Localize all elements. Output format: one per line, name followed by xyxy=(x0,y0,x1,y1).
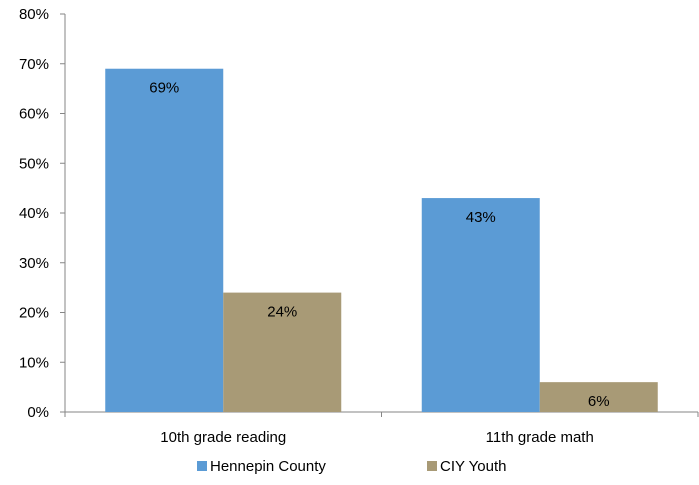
y-tick-label: 20% xyxy=(19,305,49,322)
legend-label: CIY Youth xyxy=(440,458,506,475)
bar-value-label: 24% xyxy=(267,304,297,321)
bar xyxy=(105,68,224,412)
legend-swatch xyxy=(427,461,437,471)
y-axis: 0% 10% 20% 30% 40% 50% 60% 70% 80% xyxy=(19,6,66,421)
x-category-label: 10th grade reading xyxy=(160,429,286,446)
bar xyxy=(223,292,342,412)
y-tick-label: 10% xyxy=(19,354,49,371)
bar xyxy=(421,198,540,412)
legend-swatch xyxy=(197,461,207,471)
bar-value-label: 6% xyxy=(588,393,610,410)
legend: Hennepin County CIY Youth xyxy=(197,458,506,475)
y-tick-label: 50% xyxy=(19,155,49,172)
data-labels: 69% 43% 24% 6% xyxy=(149,80,609,410)
y-tick-label: 70% xyxy=(19,56,49,73)
bars xyxy=(105,68,658,412)
y-tick-label: 60% xyxy=(19,106,49,123)
bar-value-label: 43% xyxy=(466,209,496,226)
y-tick-label: 40% xyxy=(19,205,49,222)
bar-value-label: 69% xyxy=(149,80,179,97)
x-category-label: 11th grade math xyxy=(486,429,594,446)
y-tick-label: 0% xyxy=(27,404,49,421)
y-tick-label: 80% xyxy=(19,6,49,23)
x-axis: 10th grade reading 11th grade math xyxy=(64,411,699,446)
legend-label: Hennepin County xyxy=(210,458,326,475)
y-tick-label: 30% xyxy=(19,255,49,272)
bar xyxy=(539,382,658,412)
